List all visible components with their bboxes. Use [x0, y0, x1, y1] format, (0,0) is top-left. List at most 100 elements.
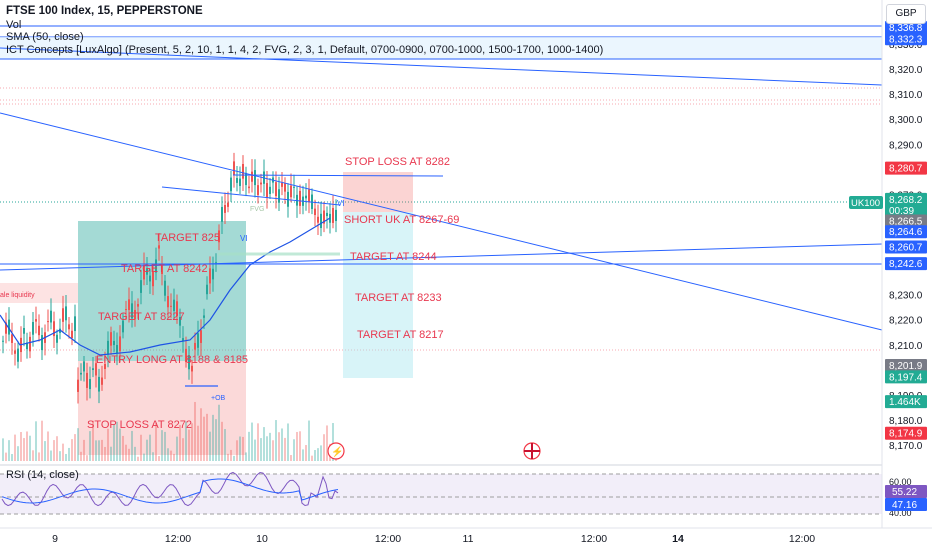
price-badge-bg	[885, 161, 927, 175]
annotation-target-825[interactable]: TARGET 825	[155, 232, 220, 244]
candle-body	[188, 355, 190, 370]
sma-line	[0, 217, 331, 356]
volume-bar	[251, 422, 253, 461]
volume-bar	[221, 421, 223, 461]
volume-bar	[116, 421, 118, 461]
price-tick-label: 8,180.0	[889, 416, 923, 427]
volume-bar	[167, 448, 169, 461]
volume-bar	[2, 438, 4, 461]
trendline-descending	[0, 112, 883, 331]
candle-body	[332, 207, 334, 223]
candle-body	[215, 262, 217, 264]
trendline-rising	[0, 243, 883, 271]
volume-bar	[272, 440, 274, 461]
volume-bar	[104, 446, 106, 461]
candle-body	[11, 334, 13, 343]
long-stop-zone	[78, 361, 246, 455]
volume-bar	[236, 440, 238, 461]
candle-body	[209, 268, 211, 284]
volume-bar	[71, 439, 73, 461]
candle-body	[164, 280, 166, 296]
candle-body	[173, 299, 175, 311]
symbol-tag-bg	[849, 196, 883, 209]
candle-body	[179, 317, 181, 326]
annotation-target-8227[interactable]: TARGET AT 8227	[98, 311, 185, 323]
candle-body	[218, 230, 220, 243]
candle-body	[104, 363, 106, 369]
candle-body	[53, 321, 55, 337]
price-tick-label: 8,230.0	[889, 291, 923, 302]
rsi-axis-top: 60.00	[889, 477, 912, 487]
volume-bar	[311, 455, 313, 461]
volume-bar	[260, 438, 262, 461]
candle-body	[80, 372, 82, 375]
volume-bar	[20, 432, 22, 461]
rsi-legend[interactable]: RSI (14, close)	[6, 469, 79, 481]
volume-bar	[77, 428, 79, 461]
candle-body	[266, 183, 268, 198]
rsi-axis-bottom: 40.00	[889, 508, 912, 518]
short-target-zone	[343, 212, 413, 378]
chart-title[interactable]: FTSE 100 Index, 15, PEPPERSTONE	[6, 5, 203, 17]
price-badge-label: 8,266.5	[889, 216, 923, 227]
candle-body	[101, 377, 103, 385]
candle-body	[212, 268, 214, 280]
candle-body	[161, 265, 163, 274]
candle-body	[257, 185, 259, 196]
volume-bar	[293, 439, 295, 461]
candle-body	[269, 186, 271, 194]
candle-body	[38, 325, 40, 336]
candle-body	[116, 344, 118, 354]
volume-bar	[35, 421, 37, 461]
volume-bar	[227, 453, 229, 461]
liquidity-zone	[0, 283, 78, 303]
volume-bar	[263, 427, 265, 461]
candle-body	[197, 333, 199, 348]
annotation-short-entry[interactable]: SHORT UK AT 8267-69	[344, 214, 459, 226]
price-badge-bg	[885, 192, 927, 206]
candle-body	[107, 340, 109, 355]
annotation-target-8233[interactable]: TARGET AT 8233	[355, 292, 442, 304]
candle-body	[170, 305, 172, 307]
annotation-stop-loss-bottom[interactable]: STOP LOSS AT 8272	[87, 419, 192, 431]
time-axis: 9 12:00 10 12:00 11 12:00 14 12:00	[0, 527, 932, 545]
candle-body	[203, 315, 205, 318]
long-target-zone	[78, 221, 246, 361]
volume-bar	[209, 431, 211, 461]
price-badge-label: 8,174.9	[889, 429, 923, 440]
annotation-stop-loss-top[interactable]: STOP LOSS AT 8282	[345, 156, 450, 168]
volume-legend[interactable]: Vol	[6, 19, 22, 31]
candle-body	[62, 308, 64, 322]
price-axis: 8,330.08,320.08,310.08,300.08,290.08,270…	[849, 0, 927, 528]
rsi-badge-bg	[885, 485, 927, 498]
volume-bar	[98, 440, 100, 461]
rsi-pane	[0, 464, 882, 515]
volume-bar	[38, 452, 40, 461]
price-badge-label: 1.464K	[889, 397, 921, 408]
volume-bar	[101, 439, 103, 461]
volume-bar	[287, 423, 289, 461]
annotation-entry-long[interactable]: ENTRY LONG AT 8188 & 8185	[96, 354, 248, 366]
event-icons: ⚡	[327, 442, 541, 460]
volume-bar	[140, 434, 142, 461]
candle-body	[14, 350, 16, 354]
candle-body	[191, 365, 193, 372]
volume-bar	[23, 438, 25, 461]
sma-legend[interactable]: SMA (50, close)	[6, 31, 84, 43]
price-tick-label: 8,290.0	[889, 140, 923, 151]
volume-bar	[86, 455, 88, 461]
volume-bar	[239, 436, 241, 461]
ict-legend[interactable]: ICT Concepts [LuxAlgo] (Present, 5, 2, 1…	[6, 44, 604, 56]
annotation-target-8217[interactable]: TARGET AT 8217	[357, 329, 444, 341]
candle-body	[254, 170, 256, 186]
rsi-ma-line	[1, 478, 339, 504]
volume-bar	[83, 439, 85, 461]
annotation-target-8242[interactable]: TARGET AT 8242	[121, 263, 208, 275]
volume-bar	[8, 440, 10, 461]
candle-body	[308, 189, 310, 203]
fvg-label: FVG	[250, 206, 264, 213]
annotation-target-8244[interactable]: TARGET AT 8244	[350, 251, 437, 263]
currency-button[interactable]: GBP	[886, 4, 926, 24]
candle-body	[26, 342, 28, 350]
